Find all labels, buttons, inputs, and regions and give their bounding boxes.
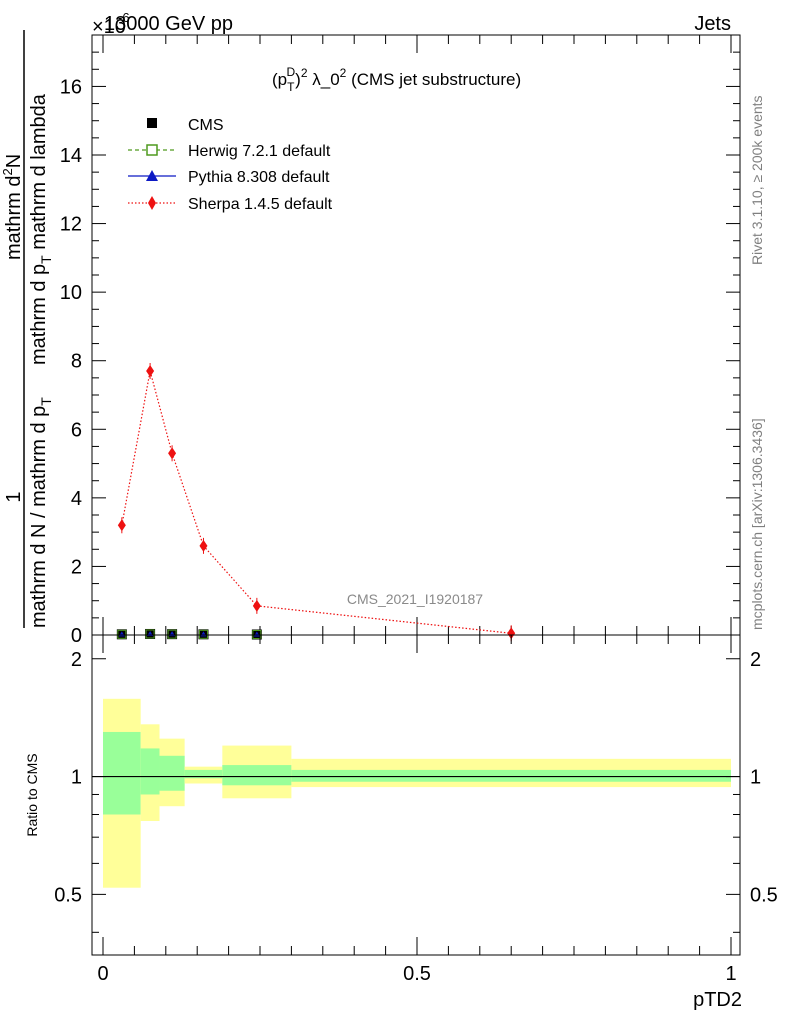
legend-marker-cms [147, 118, 157, 128]
main-x-ticks [102, 35, 732, 635]
legend-marker-herwig [146, 144, 158, 156]
sherpa-point [146, 365, 155, 377]
ratio-band-inner [103, 731, 141, 815]
y-label-inner-denominator: mathrm d pT mathrm d lambda [28, 93, 54, 365]
ratio-band-inner [159, 755, 185, 791]
ratio-band-inner [291, 769, 731, 782]
ratio-y-tick-label-right: 0.5 [750, 884, 778, 906]
exponent-label: ×10 [92, 16, 126, 38]
ratio-y-tick-label: 2 [71, 649, 82, 671]
herwig-point [145, 629, 155, 639]
ratio-band-inner [222, 765, 292, 786]
legend-entry-sherpa: Sherpa 1.4.5 default [128, 196, 333, 213]
main-series [116, 363, 516, 642]
ratio-y-tick-label-right: 2 [750, 649, 761, 671]
main-y-tick-label: 12 [60, 214, 82, 236]
herwig-point [252, 629, 262, 639]
x-tick-label: 0.5 [403, 963, 431, 985]
main-y-tick-label: 16 [60, 76, 82, 98]
legend-entry-cms: CMS [147, 117, 224, 134]
y-label-numerator-one: 1 [3, 491, 25, 502]
ratio-y-tick-label-right: 1 [750, 767, 761, 789]
x-axis-label: pTD2 [693, 989, 742, 1011]
legend-marker-pythia [146, 170, 158, 181]
sherpa-point [199, 539, 208, 552]
main-y-tick-label: 0 [71, 625, 82, 647]
main-y-tick-label: 4 [71, 488, 82, 510]
legend-entry-pythia: Pythia 8.308 default [128, 169, 330, 186]
ratio-y-tick-label: 0.5 [54, 884, 82, 906]
legend-entry-herwig: Herwig 7.2.1 default [128, 143, 331, 160]
y-axis-label: 1 mathrm d N / mathrm d pT mathrm d2N ma… [0, 30, 54, 628]
herwig-point [198, 629, 208, 639]
mcplots-label: mcplots.cern.ch [arXiv:1306.3436] [749, 418, 765, 630]
sherpa-point [252, 599, 261, 612]
process-label: Jets [694, 13, 731, 35]
ratio-y-tick-label: 1 [71, 767, 82, 789]
ratio-band-inner [184, 769, 223, 779]
x-tick-label: 1 [725, 963, 736, 985]
legend-label-sherpa: Sherpa 1.4.5 default [188, 196, 333, 213]
legend-label-pythia: Pythia 8.308 default [188, 169, 330, 186]
sherpa-point [117, 519, 126, 532]
main-y-tick-label: 14 [60, 145, 82, 167]
sherpa-line [121, 370, 512, 634]
energy-label: 13000 GeV pp [104, 13, 233, 35]
y-label-denominator: mathrm d N / mathrm d pT [28, 397, 54, 628]
y-label-inner-numerator: mathrm d2N [0, 154, 25, 260]
legend-label-herwig: Herwig 7.2.1 default [188, 143, 331, 160]
plot-title: (pTD)2 λ_02 (CMS jet substructure) [272, 65, 521, 94]
herwig-point [117, 629, 127, 639]
ratio-x-ticks: 0 0.5 1 [97, 635, 737, 985]
legend-label-cms: CMS [188, 117, 224, 134]
main-y-tick-label: 2 [71, 556, 82, 578]
ratio-y-ticks: 0.5 0.5 1 1 2 2 [54, 649, 778, 933]
main-y-tick-label: 6 [71, 419, 82, 441]
exponent-power: -6 [118, 10, 130, 25]
main-y-tick-label: 8 [71, 351, 82, 373]
x-tick-label: 0 [97, 963, 108, 985]
ratio-band-inner [140, 748, 160, 795]
main-y-ticks: 0 2 4 6 8 10 12 14 16 [60, 51, 740, 647]
analysis-watermark: CMS_2021_I1920187 [347, 591, 483, 607]
ratio-bands [103, 698, 731, 888]
rivet-label: Rivet 3.1.10, ≥ 200k events [749, 95, 765, 265]
main-y-tick-label: 10 [60, 282, 82, 304]
sherpa-point [507, 627, 516, 640]
ratio-plot-frame [91, 634, 741, 956]
ratio-y-label: Ratio to CMS [24, 753, 40, 836]
legend: CMS Herwig 7.2.1 default Pythia 8.308 de… [128, 117, 333, 213]
legend-marker-sherpa [148, 196, 156, 210]
herwig-point [167, 629, 177, 639]
sherpa-point [168, 447, 177, 460]
